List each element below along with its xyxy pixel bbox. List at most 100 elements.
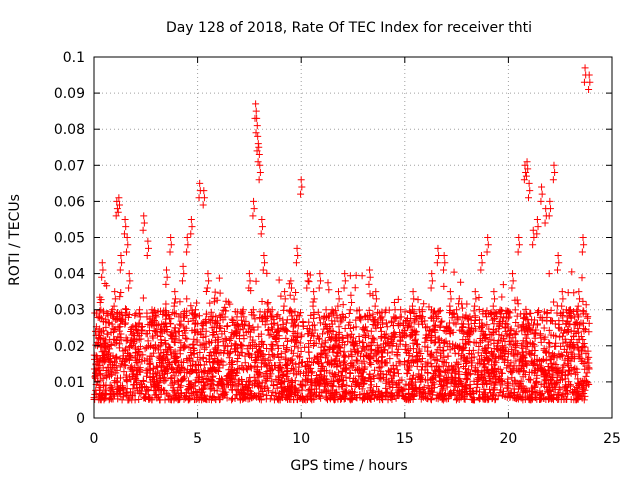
data-point [297, 333, 305, 341]
data-point [381, 333, 389, 341]
data-point [367, 396, 375, 404]
data-point [115, 201, 123, 209]
data-point [323, 352, 331, 360]
data-point [401, 308, 409, 316]
data-point [359, 368, 367, 376]
data-point [216, 312, 224, 320]
data-point [91, 309, 99, 317]
data-point [372, 295, 380, 303]
data-point [229, 317, 237, 325]
data-point [399, 387, 407, 395]
data-point [533, 395, 541, 403]
data-point [413, 341, 421, 349]
data-point [147, 342, 155, 350]
data-point [388, 337, 396, 345]
data-point [346, 306, 354, 314]
data-point [524, 324, 532, 332]
data-point [471, 288, 479, 296]
data-point [354, 349, 362, 357]
data-point [103, 282, 111, 290]
data-point [554, 266, 562, 274]
data-point [285, 280, 293, 288]
data-point [125, 270, 133, 278]
data-point [245, 284, 253, 292]
data-point [250, 205, 258, 213]
data-point [439, 386, 447, 394]
data-point [363, 389, 371, 397]
data-point [207, 308, 215, 316]
data-point [310, 314, 318, 322]
data-point [184, 386, 192, 394]
data-point [202, 310, 210, 318]
data-point [163, 273, 171, 281]
data-point [415, 345, 423, 353]
data-point [337, 362, 345, 370]
data-point [330, 378, 338, 386]
data-point [334, 302, 342, 310]
data-point [167, 234, 175, 241]
data-point [275, 390, 283, 398]
data-point [574, 302, 582, 310]
data-point [202, 288, 210, 296]
data-point [369, 291, 377, 299]
data-point [176, 298, 184, 306]
data-point [545, 270, 553, 278]
data-point [195, 366, 203, 374]
data-point [184, 317, 192, 325]
data-point [297, 381, 305, 389]
data-point [130, 335, 138, 343]
data-point [326, 369, 334, 377]
data-point [498, 376, 506, 384]
data-point [464, 338, 472, 346]
data-point [191, 320, 199, 328]
data-point [341, 314, 349, 322]
data-point [225, 354, 233, 362]
data-point [481, 347, 489, 355]
data-point [327, 391, 335, 399]
data-point [160, 374, 168, 382]
data-point [252, 356, 260, 364]
chart-title: Day 128 of 2018, Rate Of TEC Index for r… [166, 20, 532, 36]
x-tick-label: 10 [292, 431, 310, 447]
data-point [131, 363, 139, 371]
data-point [584, 379, 592, 387]
data-point [246, 322, 254, 330]
data-point [122, 223, 130, 231]
data-point [508, 389, 516, 397]
data-point [512, 357, 520, 365]
data-point [522, 338, 530, 346]
data-point [136, 313, 144, 321]
data-point [478, 259, 486, 267]
data-point [258, 298, 266, 306]
data-point [514, 394, 522, 402]
data-point [221, 303, 229, 311]
data-point [177, 317, 185, 325]
data-point [120, 230, 128, 238]
data-point [575, 295, 583, 303]
data-point [574, 344, 582, 352]
data-point [479, 361, 487, 369]
data-point [428, 382, 436, 390]
data-point [222, 297, 230, 305]
data-point [162, 389, 170, 397]
data-point [228, 386, 236, 394]
data-point [363, 327, 371, 335]
data-point [228, 315, 236, 323]
data-point [189, 310, 197, 318]
data-point [559, 332, 567, 340]
data-point [408, 328, 416, 336]
data-point [424, 343, 432, 351]
data-point [116, 355, 124, 363]
data-point [501, 337, 509, 345]
data-point [394, 295, 402, 303]
data-point [448, 309, 456, 317]
data-point [503, 393, 511, 401]
data-point [436, 307, 444, 315]
data-point [481, 389, 489, 397]
data-point [347, 291, 355, 299]
data-point [438, 317, 446, 325]
data-point [162, 311, 170, 319]
data-point [386, 355, 394, 363]
data-point [331, 357, 339, 365]
data-point [187, 361, 195, 369]
